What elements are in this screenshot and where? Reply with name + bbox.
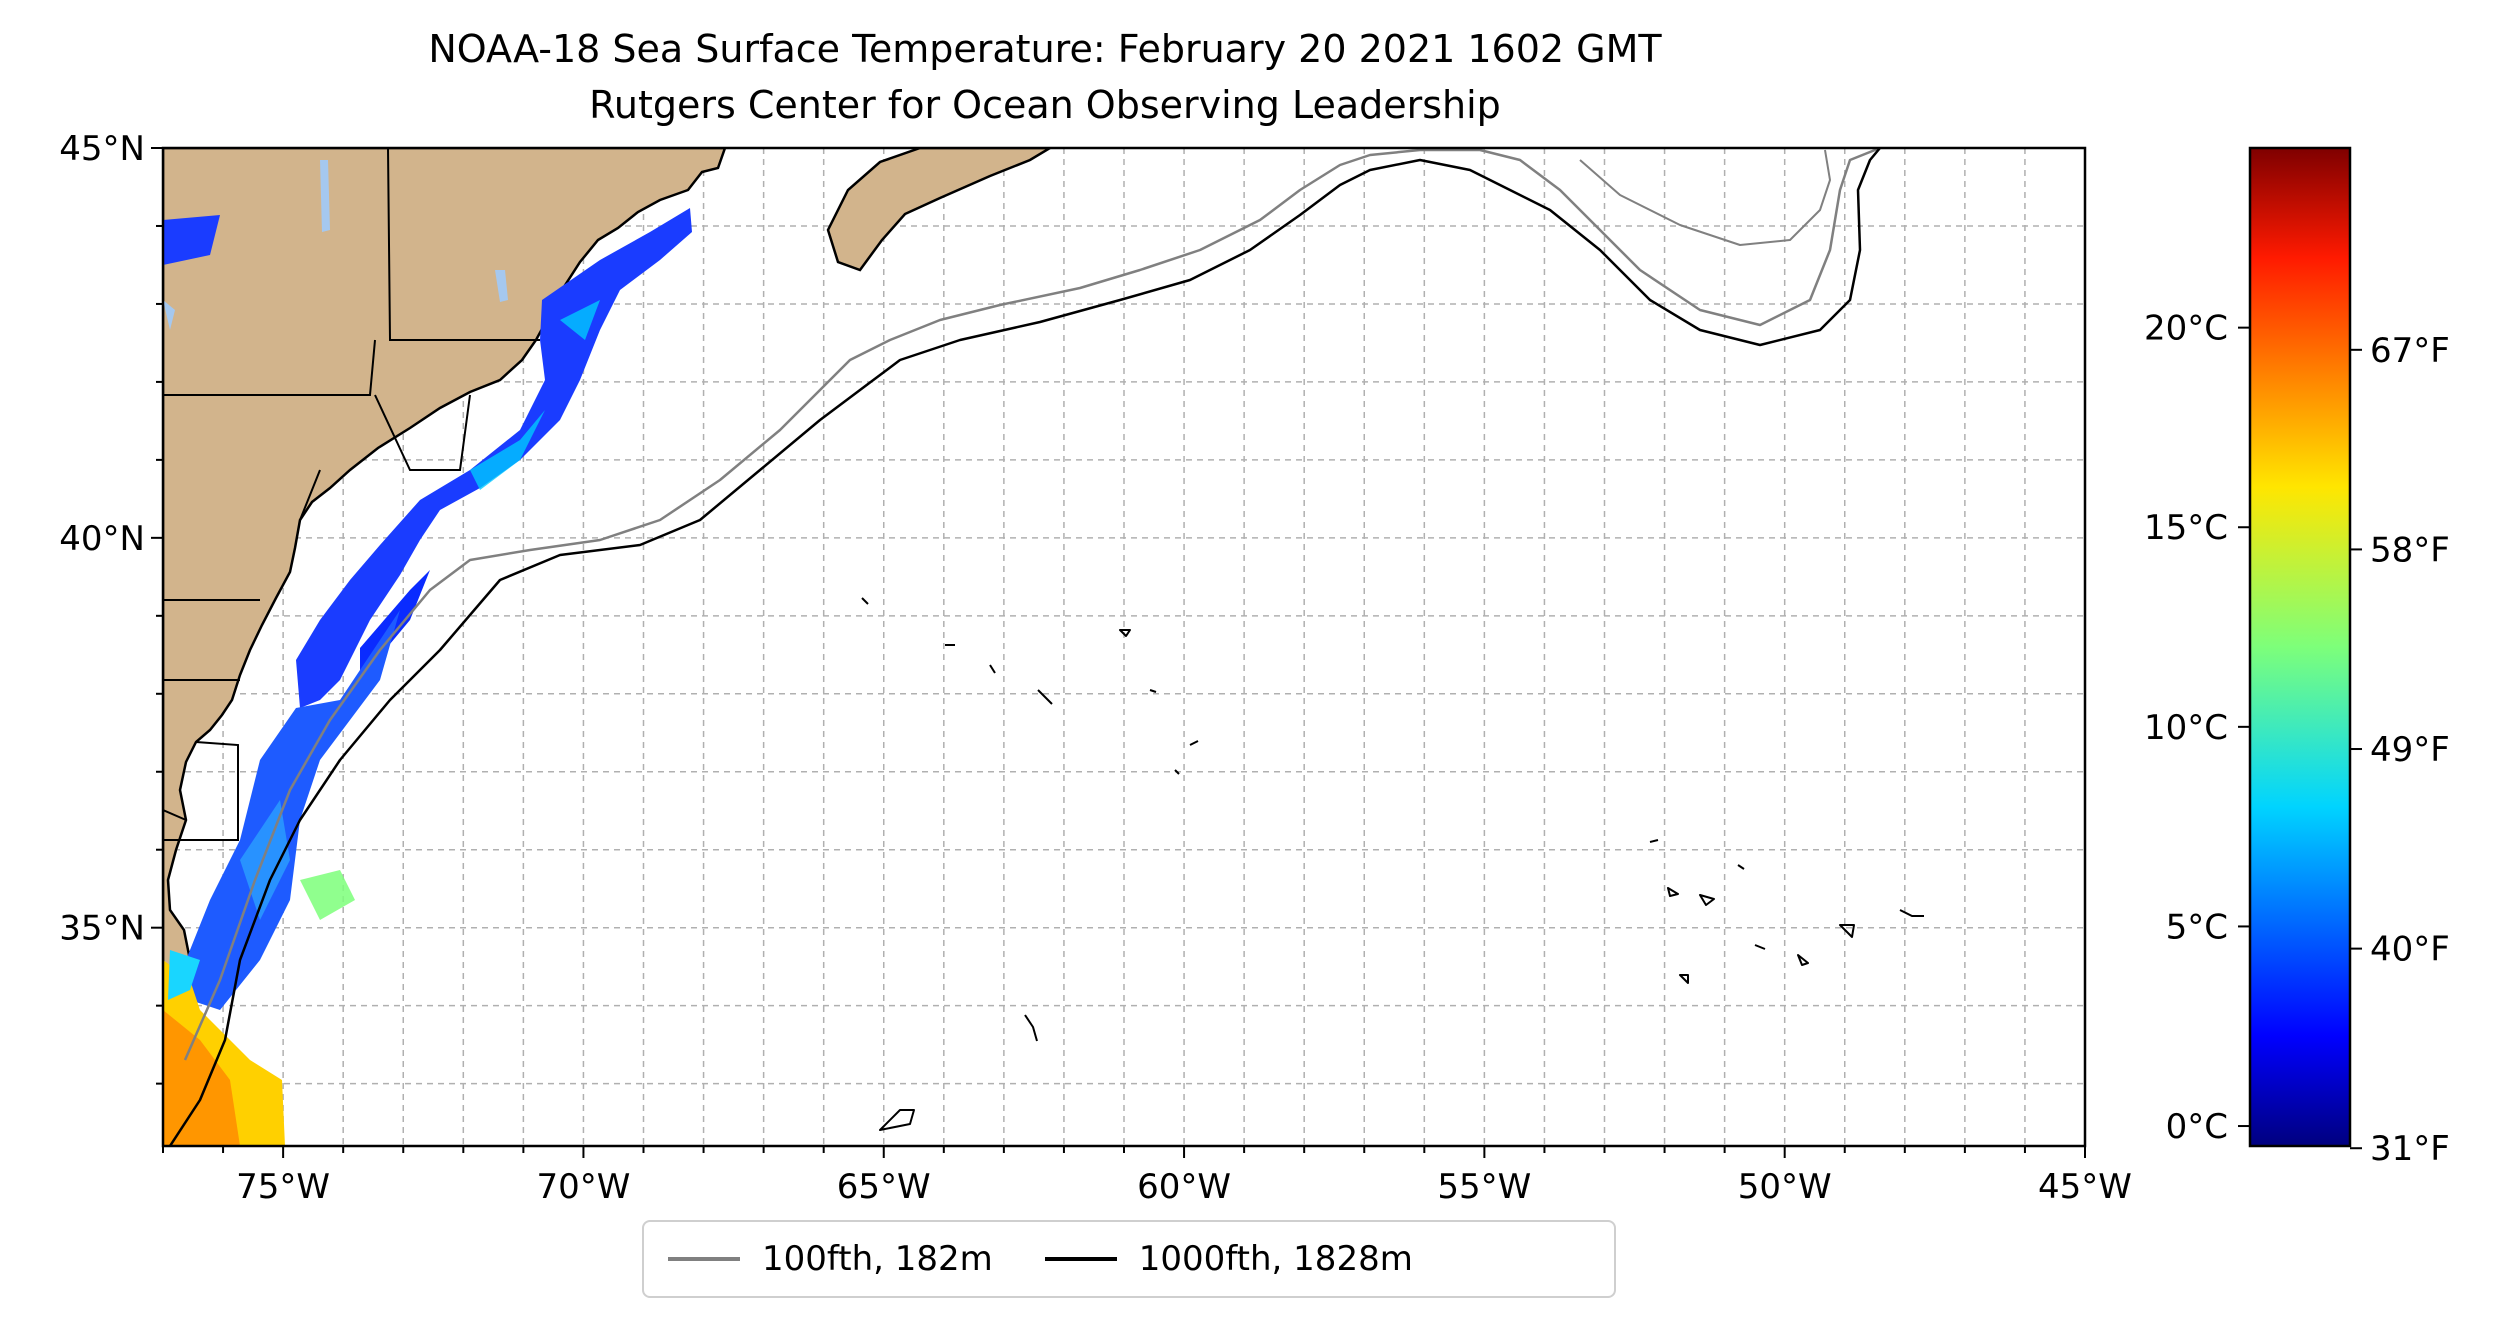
colorbar-f-label: 67°F — [2370, 331, 2450, 371]
graticule-grid — [163, 148, 2085, 1146]
sst-swath — [163, 208, 692, 1146]
legend-item-100fth: 100fth, 182m — [668, 1239, 993, 1279]
lon-tick-label: 50°W — [1738, 1167, 1832, 1207]
colorbar-c-label: 10°C — [2144, 708, 2228, 748]
colorbar-fahrenheit-ticks: 31°F 40°F 49°F 58°F 67°F — [2350, 331, 2450, 1169]
legend-item-1000fth: 1000fth, 1828m — [1044, 1239, 1413, 1279]
grand-banks-outline — [1579, 149, 1831, 246]
longitude-labels: 75°W 70°W 65°W 60°W 55°W 50°W 45°W — [236, 1167, 2132, 1207]
colorbar-f-label: 31°F — [2370, 1129, 2450, 1169]
lon-tick-label: 65°W — [837, 1167, 931, 1207]
colorbar-c-label: 5°C — [2166, 907, 2228, 947]
lat-tick-label: 35°N — [59, 909, 145, 949]
colorbar-f-label: 58°F — [2370, 530, 2450, 570]
edge-ticks — [151, 147, 2086, 1158]
legend-label-1000fth: 1000fth, 1828m — [1138, 1239, 1413, 1279]
isobath-1000fth — [168, 148, 1881, 1146]
latitude-labels: 45°N 40°N 35°N — [59, 129, 145, 949]
colorbar-c-label: 15°C — [2144, 508, 2228, 548]
lon-tick-label: 75°W — [236, 1167, 330, 1207]
legend-swatch-100fth — [668, 1257, 740, 1261]
isobaths — [168, 148, 1924, 1146]
lon-tick-label: 45°W — [2038, 1167, 2132, 1207]
legend-label-100fth: 100fth, 182m — [762, 1239, 993, 1279]
colorbar-celsius-ticks: 0°C 5°C 10°C 15°C 20°C — [2144, 309, 2250, 1147]
colorbar-f-label: 40°F — [2370, 930, 2450, 970]
colorbar-c-label: 0°C — [2166, 1107, 2228, 1147]
nova-scotia-land — [826, 148, 1053, 272]
lat-tick-label: 40°N — [59, 519, 145, 559]
lat-tick-label: 45°N — [59, 129, 145, 169]
isobath-100fth — [183, 148, 1881, 1061]
map-title: NOAA-18 Sea Surface Temperature: Februar… — [428, 27, 1662, 71]
state-borders — [163, 148, 540, 841]
legend: 100fth, 182m 1000fth, 1828m — [642, 1220, 1616, 1298]
map-subtitle: Rutgers Center for Ocean Observing Leade… — [589, 83, 1501, 127]
land-layer — [163, 148, 1053, 1061]
seamount-outlines — [861, 597, 1924, 1131]
colorbar-f-label: 49°F — [2370, 730, 2450, 770]
lon-tick-label: 55°W — [1437, 1167, 1531, 1207]
lon-tick-label: 70°W — [536, 1167, 630, 1207]
lon-tick-label: 60°W — [1137, 1167, 1231, 1207]
colorbar-c-label: 20°C — [2144, 309, 2228, 349]
colorbar — [2248, 146, 2352, 1148]
legend-swatch-1000fth — [1044, 1257, 1117, 1261]
